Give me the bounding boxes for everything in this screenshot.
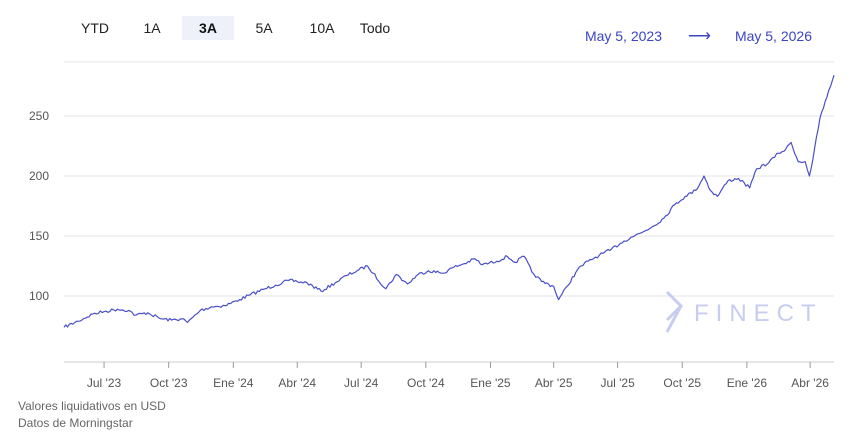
x-tick-label: Oct '23	[150, 376, 188, 390]
y-tick-label: 100	[29, 289, 49, 303]
arrow-right-icon: ⟶	[688, 28, 711, 45]
finect-logo-icon	[665, 290, 684, 333]
grid-layer	[64, 61, 834, 297]
x-tick-label: Jul '24	[344, 376, 379, 390]
y-tick-label: 250	[29, 109, 49, 123]
tab-1a[interactable]: 1A	[143, 20, 161, 36]
x-tick-label: Abr '24	[278, 376, 316, 390]
tab-todo[interactable]: Todo	[359, 20, 391, 36]
x-tick-label: Ene '25	[470, 376, 511, 390]
x-tick-label: Ene '26	[727, 376, 768, 390]
axis-layer: 100 150 200 250 Jul '23 Oct '23 Ene '24 Abr '24…	[29, 109, 834, 390]
x-tick-label: Oct '25	[663, 376, 701, 390]
x-tick-label: Abr '25	[535, 376, 573, 390]
chart-footer: Valores liquidativos en USD Datos de Mor…	[18, 398, 166, 432]
tab-5a[interactable]: 5A	[255, 20, 273, 36]
y-tick-label: 150	[29, 229, 49, 243]
footer-currency-note: Valores liquidativos en USD	[18, 399, 166, 413]
watermark-text: FINECT	[694, 300, 823, 327]
y-tick-label: 200	[29, 169, 49, 183]
x-tick-label: Jul '23	[87, 376, 122, 390]
x-tick-label: Ene '24	[213, 376, 254, 390]
x-tick-label: Abr '26	[791, 376, 829, 390]
range-tabs: YTD 1A 3A 5A 10A Todo	[66, 16, 399, 40]
end-date[interactable]: May 5, 2026	[734, 28, 812, 44]
finect-watermark: FINECT	[665, 290, 823, 333]
x-tick-label: Jul '25	[600, 376, 635, 390]
series-line	[63, 75, 835, 328]
date-range: May 5, 2023 ⟶ May 5, 2026	[585, 26, 812, 46]
tab-ytd[interactable]: YTD	[81, 20, 109, 36]
x-tick-label: Oct '24	[407, 376, 445, 390]
start-date[interactable]: May 5, 2023	[584, 28, 662, 44]
footer-source-note: Datos de Morningstar	[18, 416, 133, 430]
tab-10a[interactable]: 10A	[309, 20, 335, 36]
tab-3a[interactable]: 3A	[182, 16, 234, 40]
